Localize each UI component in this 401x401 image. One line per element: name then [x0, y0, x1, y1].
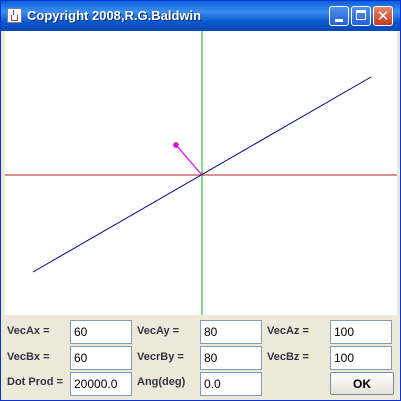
angle-deg-field[interactable] — [200, 372, 262, 396]
vector-tip-point — [173, 142, 179, 148]
java-cup-icon[interactable] — [7, 8, 22, 23]
label-vec-ay: VecAy = — [137, 325, 180, 337]
minimize-icon — [335, 19, 343, 22]
title-bar[interactable]: Copyright 2008,R.G.Baldwin ✕ — [1, 1, 400, 31]
label-vec-bz: VecBz = — [267, 351, 309, 363]
vec-bx-field[interactable] — [70, 346, 132, 370]
label-vec-bx: VecBx = — [7, 351, 50, 363]
close-button[interactable]: ✕ — [373, 6, 393, 26]
vec-bz-field[interactable] — [330, 346, 392, 370]
label-vec-az: VecAz = — [267, 325, 309, 337]
vec-az-field[interactable] — [330, 320, 392, 344]
vec-ax-field[interactable] — [70, 320, 132, 344]
label-vec-ax: VecAx = — [7, 325, 50, 337]
label-dot-product: Dot Prod = — [7, 376, 63, 388]
vec-ay-field[interactable] — [200, 320, 262, 344]
window-title: Copyright 2008,R.G.Baldwin — [27, 8, 202, 23]
vector-plot — [5, 31, 397, 315]
label-angle-deg: Ang(deg) — [137, 376, 186, 388]
label-vec-by: VecrBy = — [137, 351, 184, 363]
input-panel: VecAx = VecAy = VecAz = VecBx = VecrBy =… — [1, 315, 400, 400]
maximize-button[interactable] — [351, 6, 371, 26]
dot-product-field[interactable] — [70, 372, 132, 396]
minimize-button[interactable] — [329, 6, 349, 26]
close-icon: ✕ — [376, 7, 390, 25]
drawing-canvas — [5, 31, 397, 315]
vec-by-field[interactable] — [200, 346, 262, 370]
vector-projection-line — [175, 144, 203, 176]
maximize-icon — [356, 10, 366, 20]
ok-button[interactable]: OK — [330, 372, 394, 395]
